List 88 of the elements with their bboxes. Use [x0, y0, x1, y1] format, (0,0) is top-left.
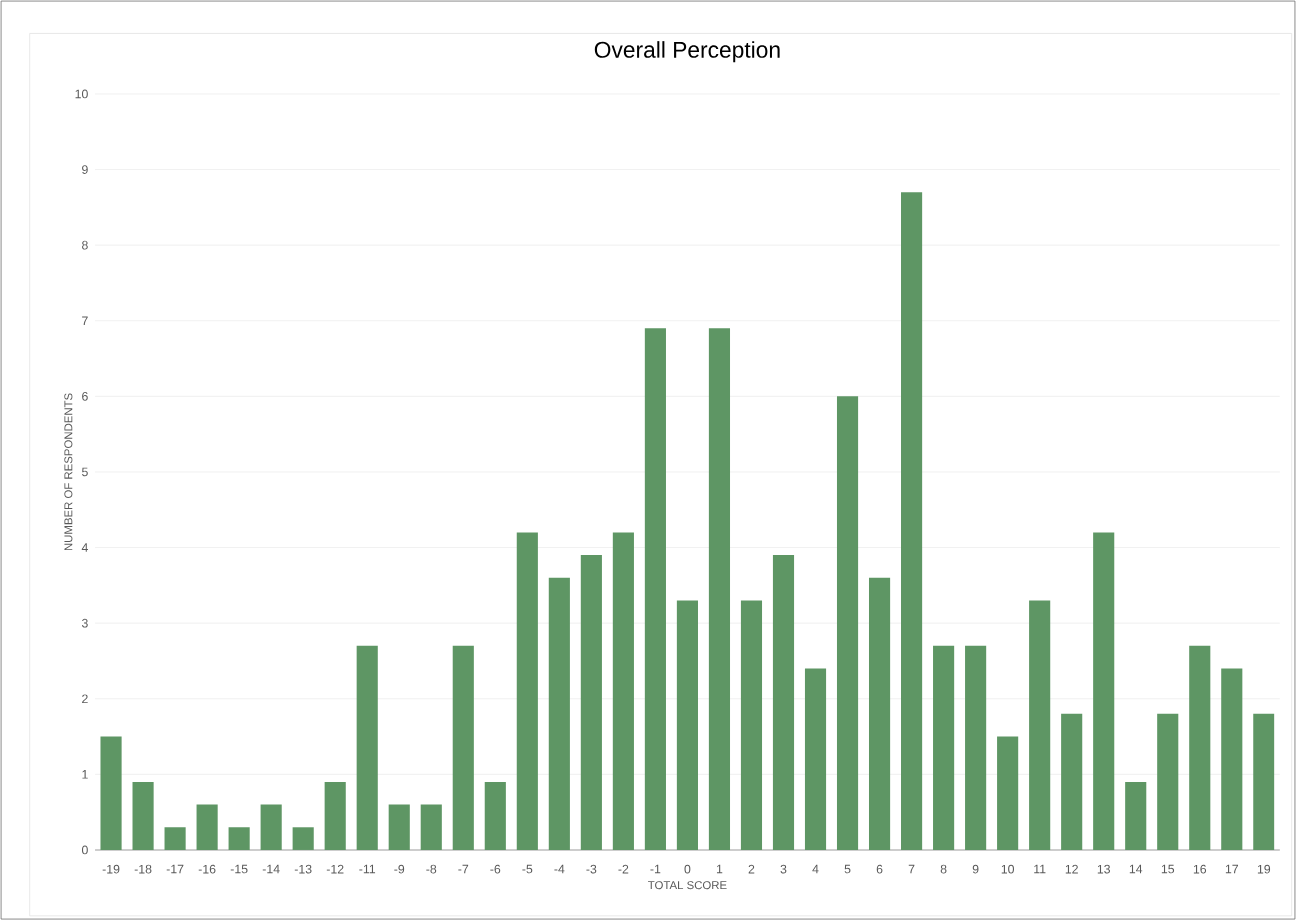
y-tick-label: 4 [81, 543, 88, 552]
x-tick-label: -15 [230, 864, 248, 874]
y-tick-label: 3 [81, 618, 88, 628]
x-tick-label: 14 [1129, 864, 1143, 874]
bar [548, 577, 570, 850]
bar [100, 736, 122, 850]
y-tick-label: 1 [82, 770, 88, 779]
bar [772, 555, 795, 850]
y-tick-label: 10 [75, 89, 88, 99]
x-tick-label: -1 [650, 864, 661, 874]
bar [420, 804, 442, 850]
x-tick-label: -13 [294, 864, 312, 874]
x-tick-label: 15 [1161, 864, 1175, 874]
bar [292, 827, 314, 850]
x-tick-label: 9 [972, 864, 979, 874]
bar [228, 827, 250, 850]
bar [644, 328, 666, 850]
x-tick-label: -8 [426, 864, 437, 874]
bar [1253, 713, 1275, 850]
bar [452, 645, 474, 850]
bar [804, 668, 827, 850]
x-tick-label: -3 [586, 864, 597, 874]
y-axis-title: NUMBER OF RESPONDENTS [64, 393, 73, 551]
y-tick-label: 6 [82, 391, 88, 401]
x-tick-label: 1 [716, 864, 723, 874]
x-tick-label: 0 [684, 864, 691, 874]
x-tick-label: -2 [618, 864, 629, 874]
bar [132, 781, 154, 850]
x-tick-label: -4 [554, 864, 565, 874]
y-tick-label: 2 [82, 694, 88, 703]
bar [1093, 532, 1115, 850]
x-tick-label: -16 [198, 864, 216, 874]
bar [324, 781, 346, 850]
x-tick-label: 12 [1065, 864, 1078, 874]
x-tick-label: 8 [940, 864, 947, 874]
bar [868, 577, 891, 850]
x-tick-label: -19 [102, 864, 120, 874]
bar [965, 645, 987, 850]
x-axis-title: TOTAL SCORE [648, 881, 727, 890]
bar [901, 192, 923, 850]
x-tick-label: -6 [490, 864, 501, 874]
x-tick-label: -18 [134, 864, 152, 874]
x-tick-label: 3 [780, 864, 787, 874]
y-tick-label: 0 [81, 845, 88, 855]
x-tick-label: 13 [1097, 864, 1111, 874]
y-tick-label: 5 [81, 467, 88, 477]
x-tick-label: 10 [1001, 864, 1015, 874]
bar [580, 555, 602, 850]
bar [196, 804, 218, 850]
bar [997, 736, 1019, 850]
x-tick-label: 16 [1193, 864, 1207, 874]
x-tick-label: 6 [876, 864, 883, 874]
bar [260, 804, 282, 850]
bar [740, 600, 763, 850]
y-tick-label: 8 [82, 240, 88, 250]
x-tick-label: 4 [812, 864, 819, 874]
bar [356, 645, 378, 850]
y-tick-label: 9 [82, 165, 88, 174]
bar [1221, 668, 1243, 850]
bar [1157, 713, 1179, 850]
bar [708, 328, 731, 850]
y-tick-label: 7 [82, 316, 88, 325]
bar [484, 781, 506, 850]
x-tick-label: 2 [748, 864, 755, 874]
x-tick-label: 5 [844, 864, 851, 874]
bar [516, 532, 538, 850]
bar [1189, 645, 1211, 850]
bar [1125, 781, 1147, 850]
bar [836, 396, 859, 850]
bar [388, 804, 410, 850]
x-tick-label: -12 [326, 864, 344, 874]
bar [612, 532, 634, 850]
x-tick-label: 19 [1257, 864, 1271, 874]
bar [1061, 713, 1083, 850]
x-tick-label: 17 [1225, 864, 1239, 874]
x-tick-label: -5 [522, 864, 533, 874]
bar [676, 600, 698, 850]
x-tick-label: -7 [458, 864, 469, 874]
x-tick-label: -14 [262, 864, 280, 874]
bar [1029, 600, 1051, 850]
x-tick-label: 11 [1034, 864, 1046, 874]
x-tick-label: -11 [359, 864, 376, 874]
x-tick-label: 7 [908, 864, 915, 874]
bar [933, 645, 955, 850]
x-tick-label: -9 [394, 864, 405, 874]
chart-title: Overall Perception [594, 41, 780, 63]
bar [164, 827, 186, 850]
x-tick-label: -17 [166, 864, 184, 874]
